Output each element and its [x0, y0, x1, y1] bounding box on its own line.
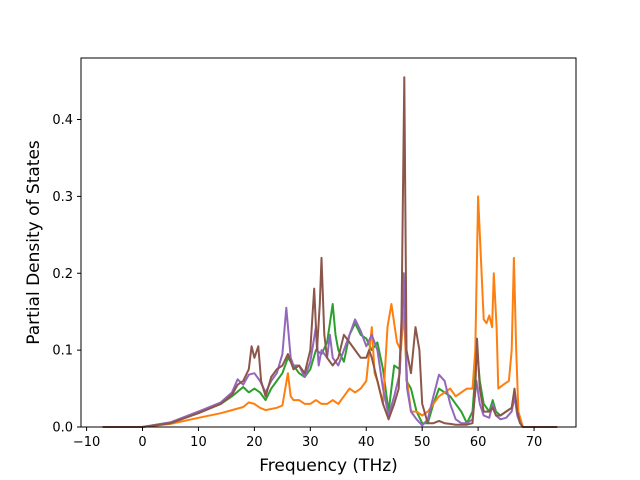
- x-axis: −10 0 10 20 30 40 50 60 70: [73, 427, 542, 450]
- plot-frame: [80, 57, 577, 428]
- series-layer: [102, 76, 558, 428]
- x-tick-label: 0: [138, 435, 146, 450]
- series-line-3: [102, 272, 558, 428]
- y-tick-label: 0.1: [52, 344, 73, 359]
- series-line-2: [102, 195, 558, 428]
- x-axis-label: Frequency (THz): [259, 456, 398, 476]
- series-line-1: [102, 272, 558, 428]
- y-tick-label: 0.3: [52, 190, 73, 205]
- x-tick-label: 50: [414, 435, 431, 450]
- series-line-4: [102, 76, 558, 428]
- y-tick-label: 0.0: [52, 421, 73, 436]
- x-tick-label: 30: [302, 435, 319, 450]
- x-tick-label: −10: [73, 435, 100, 450]
- y-axis: 0.0 0.1 0.2 0.3 0.4: [52, 113, 81, 436]
- x-tick-label: 60: [470, 435, 487, 450]
- y-tick-label: 0.2: [52, 267, 73, 282]
- x-tick-label: 20: [246, 435, 263, 450]
- y-axis-label: Partial Density of States: [24, 140, 44, 345]
- x-tick-label: 40: [358, 435, 375, 450]
- x-tick-label: 70: [526, 435, 543, 450]
- x-tick-label: 10: [190, 435, 207, 450]
- y-tick-label: 0.4: [52, 113, 73, 128]
